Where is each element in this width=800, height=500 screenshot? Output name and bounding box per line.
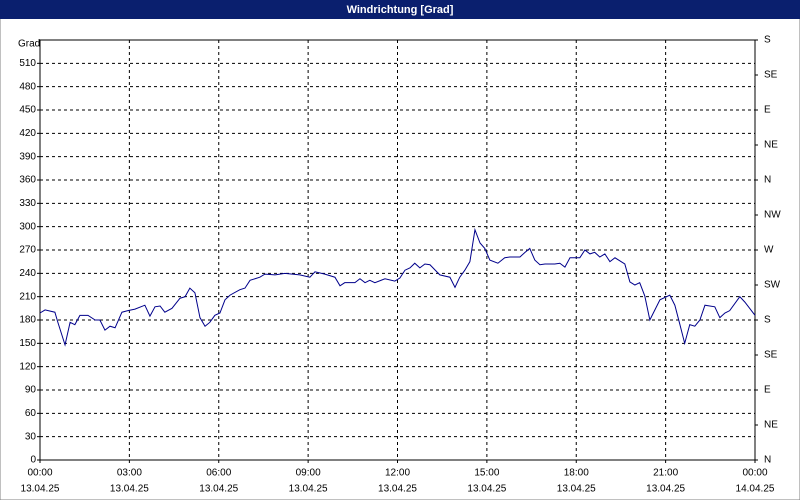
y-tick-label: 30	[25, 431, 37, 442]
y-tick-label: 450	[19, 105, 36, 116]
x-tick-label: 21:00	[653, 468, 678, 479]
y2-tick-label: N	[764, 455, 771, 466]
y-tick-label: 150	[19, 338, 36, 349]
y2-tick-label: S	[764, 35, 771, 46]
x-tick-label: 15:00	[474, 468, 499, 479]
y-tick-label: 270	[19, 245, 36, 256]
x-tick-date: 13.04.25	[646, 484, 685, 495]
y-tick-label: 240	[19, 268, 36, 279]
y2-tick-label: W	[764, 245, 774, 256]
y-tick-label: 0	[30, 455, 36, 466]
y-tick-label: 60	[25, 408, 37, 419]
y-tick-label: 510	[19, 58, 36, 69]
y-tick-label: 390	[19, 151, 36, 162]
y-tick-label: 300	[19, 221, 36, 232]
x-tick-date: 13.04.25	[557, 484, 596, 495]
x-tick-label: 09:00	[296, 468, 321, 479]
y2-tick-label: SE	[764, 350, 778, 361]
x-tick-date: 13.04.25	[467, 484, 506, 495]
y-tick-label: 210	[19, 291, 36, 302]
data-line	[39, 227, 756, 347]
y-tick-label: 330	[19, 198, 36, 209]
x-tick-date: 13.04.25	[110, 484, 149, 495]
x-tick-label: 18:00	[564, 468, 589, 479]
x-tick-label: 03:00	[117, 468, 142, 479]
y-tick-label: 120	[19, 361, 36, 372]
y2-tick-label: SE	[764, 70, 778, 81]
y2-tick-label: E	[764, 105, 771, 116]
y2-tick-label: NE	[764, 140, 778, 151]
x-tick-label: 06:00	[206, 468, 231, 479]
x-tick-label: 00:00	[27, 468, 52, 479]
y-tick-label: 360	[19, 175, 36, 186]
y2-tick-label: NW	[764, 210, 781, 221]
y-tick-label: 180	[19, 315, 36, 326]
y-tick-label: 480	[19, 81, 36, 92]
x-tick-date: 14.04.25	[736, 484, 775, 495]
y-axis-label: Grad	[18, 39, 40, 50]
x-tick-date: 13.04.25	[289, 484, 328, 495]
y2-tick-label: N	[764, 175, 771, 186]
x-tick-date: 13.04.25	[378, 484, 417, 495]
y2-tick-label: E	[764, 385, 771, 396]
x-tick-date: 13.04.25	[21, 484, 60, 495]
y-tick-label: 420	[19, 128, 36, 139]
y2-tick-label: NE	[764, 420, 778, 431]
chart-title: Windrichtung [Grad]	[347, 4, 454, 16]
y2-tick-label: S	[764, 315, 771, 326]
x-tick-label: 12:00	[385, 468, 410, 479]
y-tick-label: 90	[25, 385, 37, 396]
title-bar	[0, 0, 800, 19]
x-tick-label: 00:00	[742, 468, 767, 479]
x-tick-date: 13.04.25	[199, 484, 238, 495]
y2-tick-label: SW	[764, 280, 781, 291]
